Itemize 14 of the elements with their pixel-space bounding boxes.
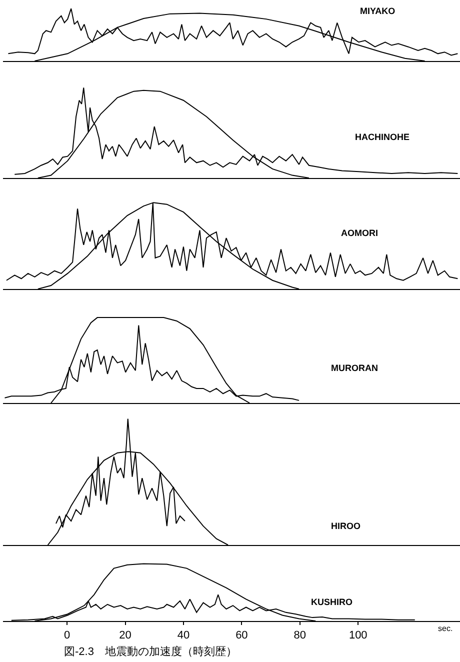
text: HIROO xyxy=(331,521,361,531)
text: 図-2.3 地震動の加速度（時刻歴） xyxy=(64,645,237,658)
x-tick-label: 60 xyxy=(236,629,248,642)
text: KUSHIRO xyxy=(311,597,353,607)
x-tick-label: 80 xyxy=(294,629,306,642)
x-axis-title: sec. xyxy=(438,624,453,633)
x-tick-label: 100 xyxy=(348,629,368,642)
x-tick-label: 40 xyxy=(177,629,190,642)
text: MURORAN xyxy=(331,363,378,373)
chart-title: MIYAKO xyxy=(360,6,396,16)
text: HACHINOHE xyxy=(355,132,410,142)
text: AOMORI xyxy=(341,228,378,238)
x-tick-label: 20 xyxy=(119,629,132,642)
x-tick-label: 0 xyxy=(64,629,70,642)
